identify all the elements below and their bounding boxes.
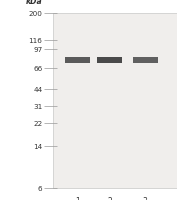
Bar xyxy=(53,14,177,188)
Text: 6: 6 xyxy=(38,185,42,191)
Bar xyxy=(65,58,90,64)
Text: 116: 116 xyxy=(29,38,42,44)
Text: 3: 3 xyxy=(143,196,148,200)
Text: 97: 97 xyxy=(33,47,42,53)
Text: 66: 66 xyxy=(33,66,42,72)
Text: 14: 14 xyxy=(33,143,42,149)
Text: 2: 2 xyxy=(107,196,112,200)
Text: 1: 1 xyxy=(76,196,80,200)
Text: kDa: kDa xyxy=(26,0,42,6)
Text: 44: 44 xyxy=(33,86,42,92)
Text: 200: 200 xyxy=(29,11,42,17)
Bar xyxy=(133,58,158,64)
Bar xyxy=(97,58,122,64)
Text: 31: 31 xyxy=(33,104,42,109)
Text: 22: 22 xyxy=(33,121,42,127)
